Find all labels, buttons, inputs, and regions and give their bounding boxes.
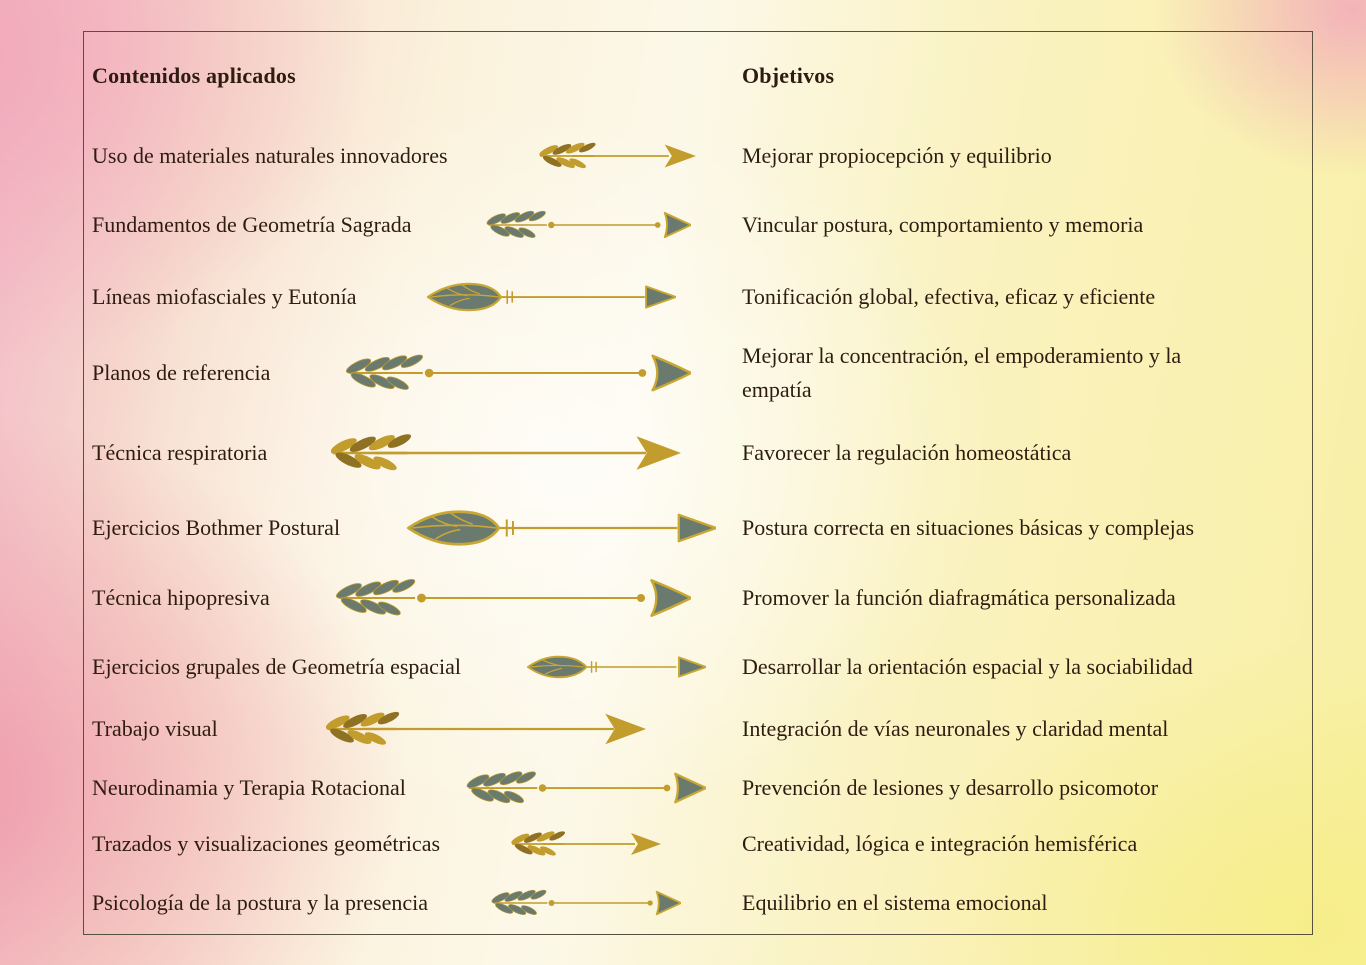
objective-cell: Vincular postura, comportamiento y memor… <box>742 212 1144 237</box>
content-cell: Líneas miofasciales y Eutonía <box>92 284 357 309</box>
olive-feather-arrow-icon <box>336 577 691 619</box>
gold-feather-arrow-icon <box>326 710 646 748</box>
objective-cell: Postura correcta en situaciones básicas … <box>742 515 1195 540</box>
objective-cell: Mejorar la concentración, el empoderamie… <box>742 343 1182 402</box>
objective-cell: Promover la función diafragmática person… <box>742 585 1176 610</box>
objective-cell: Prevención de lesiones y desarrollo psic… <box>742 775 1159 800</box>
gold-feather-arrow-icon <box>331 432 681 474</box>
objective-cell: Creatividad, lógica e integración hemisf… <box>742 831 1138 856</box>
content-cell: Fundamentos de Geometría Sagrada <box>92 212 412 237</box>
column-header-contents: Contenidos aplicados <box>92 63 296 88</box>
objective-cell: Favorecer la regulación homeostática <box>742 440 1072 465</box>
column-header-objectives: Objetivos <box>742 63 835 88</box>
olive-feather-arrow-icon <box>346 353 691 394</box>
olive-feather-arrow-icon <box>491 888 681 919</box>
content-cell: Técnica hipopresiva <box>92 585 270 610</box>
gold-feather-arrow-icon <box>539 140 696 172</box>
table-frame: Contenidos aplicados Objetivos Uso de ma… <box>83 31 1313 935</box>
content-cell: Trazados y visualizaciones geométricas <box>92 831 441 856</box>
content-cell: Ejercicios Bothmer Postural <box>92 515 341 540</box>
content-cell: Trabajo visual <box>92 716 218 741</box>
objective-cell: Tonificación global, efectiva, eficaz y … <box>742 284 1156 309</box>
gold-feather-arrow-icon <box>511 829 661 859</box>
content-cell: Ejercicios grupales de Geometría espacia… <box>92 654 461 679</box>
content-cell: Uso de materiales naturales innovadores <box>92 143 448 168</box>
objective-cell: Equilibrio en el sistema emocional <box>742 890 1048 915</box>
leaf-arrow-icon <box>526 650 706 684</box>
olive-feather-arrow-icon <box>486 208 691 242</box>
content-cell: Planos de referencia <box>92 360 271 385</box>
olive-feather-arrow-icon <box>466 769 706 808</box>
leaf-arrow-icon <box>406 508 716 549</box>
content-cell: Psicología de la postura y la presencia <box>92 890 429 915</box>
content-cell: Neurodinamia y Terapia Rotacional <box>92 775 406 800</box>
leaf-arrow-icon <box>426 281 676 314</box>
content-cell: Técnica respiratoria <box>92 440 268 465</box>
objective-cell: Desarrollar la orientación espacial y la… <box>742 654 1193 679</box>
objective-cell: Integración de vías neuronales y clarida… <box>742 716 1169 741</box>
objective-cell: Mejorar propiocepción y equilibrio <box>742 143 1052 168</box>
